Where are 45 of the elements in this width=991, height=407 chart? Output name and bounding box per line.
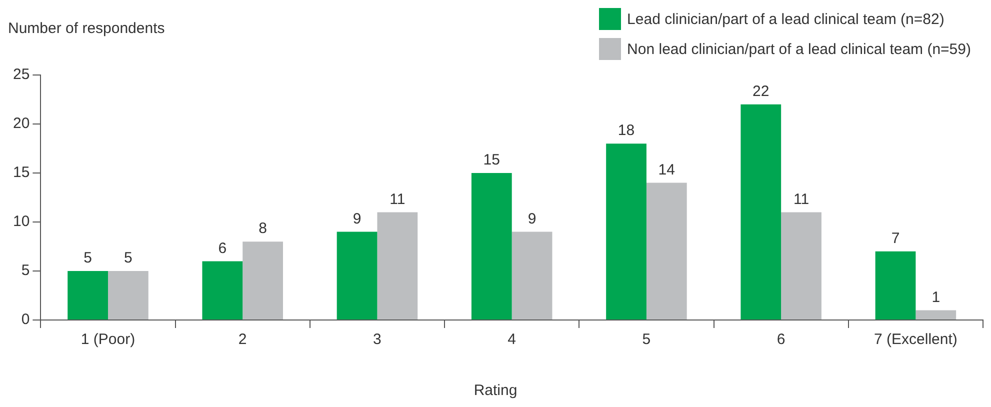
bar: [781, 212, 822, 320]
y-tick-label: 15: [12, 164, 30, 182]
data-label: 15: [483, 152, 500, 169]
y-tick-label: 5: [21, 262, 30, 280]
data-label: 9: [352, 210, 362, 228]
x-tick-label: 2: [238, 331, 247, 348]
data-label: 6: [218, 240, 227, 257]
x-tick-label: 6: [776, 331, 786, 348]
x-tick-label: 4: [508, 331, 516, 348]
bar: [512, 232, 552, 320]
data-label: 7: [891, 230, 900, 248]
legend-label: Non lead clinician/part of a lead clinical team (n=59): [627, 40, 971, 58]
data-label: 5: [84, 250, 92, 267]
bar: [108, 271, 148, 320]
x-tick-label: 1 (Poor): [80, 331, 136, 348]
data-label: 5: [124, 250, 132, 267]
bar: [68, 271, 108, 320]
data-label: 22: [752, 83, 770, 100]
y-axis-title: Number of respondents: [8, 20, 165, 37]
bar: [740, 104, 782, 320]
bar: [646, 182, 687, 320]
x-tick-label: 5: [642, 331, 651, 348]
legend-label: Lead clinician/part of a lead clinical team (n=82): [627, 10, 944, 28]
data-label: 1: [932, 288, 940, 306]
y-tick-label: 0: [21, 311, 30, 328]
x-axis-title: Rating: [472, 382, 518, 399]
y-tick-label: 25: [12, 66, 30, 84]
bar: [606, 144, 646, 320]
bar: [202, 261, 243, 320]
data-label: 9: [528, 210, 536, 228]
data-label: 14: [658, 161, 675, 178]
x-tick-label: 3: [373, 331, 382, 348]
bar: [916, 310, 956, 320]
x-tick-label: 7 (Excellent): [874, 331, 958, 348]
bar: [875, 251, 916, 320]
data-label: 18: [618, 122, 635, 140]
bar: [471, 173, 512, 320]
bar: [336, 232, 378, 320]
bar: [377, 212, 418, 320]
y-tick-label: 20: [12, 115, 30, 132]
data-label: 11: [390, 190, 406, 208]
data-label: 8: [258, 220, 267, 238]
data-label: 11: [793, 190, 810, 208]
y-tick-label: 10: [12, 213, 30, 230]
bar: [242, 242, 283, 320]
